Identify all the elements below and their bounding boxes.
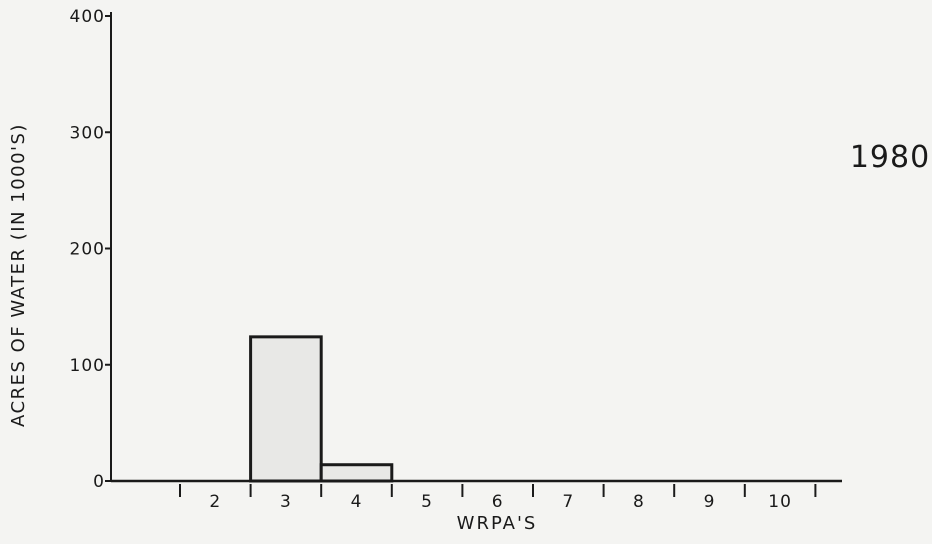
x-axis-label: WRPA'S [457, 513, 538, 534]
y-tick-label-400: 400 [70, 7, 105, 27]
x-tick-label-7: 7 [562, 492, 574, 512]
bar-4 [319, 463, 394, 483]
x-tick-label-3: 3 [280, 492, 292, 512]
x-tick-label-2: 2 [209, 492, 221, 512]
y-tick-label-100: 100 [70, 356, 105, 376]
x-tick-label-8: 8 [633, 492, 645, 512]
x-tick-label-10: 10 [768, 492, 792, 512]
y-tick-label-200: 200 [70, 240, 105, 260]
x-tick-label-5: 5 [421, 492, 433, 512]
x-tick-label-6: 6 [492, 492, 504, 512]
x-tick-label-4: 4 [351, 492, 363, 512]
y-axis-label: ACRES OF WATER (IN 1000'S) [8, 123, 29, 427]
y-tick-label-0: 0 [93, 472, 105, 492]
bar-3 [249, 335, 323, 483]
y-tick-label-300: 300 [70, 123, 105, 143]
x-tick-label-9: 9 [704, 492, 716, 512]
chart-year-title: 1980 [850, 140, 930, 175]
